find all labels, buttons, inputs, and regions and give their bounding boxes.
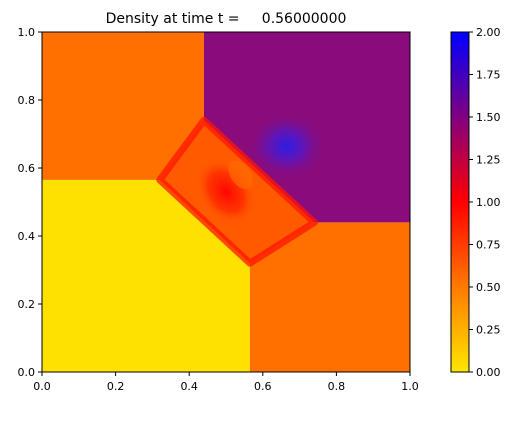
region-bottom-right	[249, 222, 410, 372]
y-tick-label: 0.4	[18, 230, 36, 243]
y-tick-label: 0.0	[18, 366, 36, 379]
y-tick-label: 0.6	[18, 162, 36, 175]
x-tick-label: 0.4	[180, 380, 198, 393]
colorbar	[450, 31, 470, 373]
x-tick-label: 0.0	[33, 380, 51, 393]
x-tick-label: 1.0	[401, 380, 419, 393]
vortex-core	[228, 160, 254, 190]
y-tick-label: 0.2	[18, 298, 36, 311]
plot-area	[42, 32, 410, 372]
region-bottom-left	[42, 179, 250, 372]
y-tick-label: 1.0	[18, 26, 36, 39]
feature-dense-blue-blob	[246, 111, 327, 180]
colorbar-tick-label: 1.50	[476, 111, 501, 124]
colorbar-tick-label: 0.75	[476, 239, 501, 252]
colorbar-tick-label: 0.25	[476, 324, 501, 337]
y-tick-label: 0.8	[18, 94, 36, 107]
colorbar-tick-label: 1.75	[476, 69, 501, 82]
colorbar-tick-label: 0.50	[476, 281, 501, 294]
x-tick-label: 0.6	[254, 380, 272, 393]
x-axis: 0.0 0.2 0.4 0.6 0.8 1.0	[33, 372, 419, 393]
colorbar-tick-label: 1.25	[476, 154, 501, 167]
plot-frame	[41, 31, 411, 373]
colorbar-tick-label: 2.00	[476, 26, 501, 39]
colorbar-axis: 0.00 0.25 0.50 0.75 1.00 1.25 1.50 1.75 2.00	[469, 26, 501, 379]
chart-title: Density at time t = 0.56000000	[106, 11, 347, 27]
y-axis: 0.0 0.2 0.4 0.6 0.8 1.0	[18, 26, 42, 379]
colorbar-tick-label: 0.00	[476, 366, 501, 379]
x-tick-label: 0.2	[107, 380, 125, 393]
shock-front	[156, 116, 318, 267]
colorbar-tick-label: 1.00	[476, 196, 501, 209]
region-top-left	[42, 32, 204, 180]
x-tick-label: 0.8	[328, 380, 346, 393]
